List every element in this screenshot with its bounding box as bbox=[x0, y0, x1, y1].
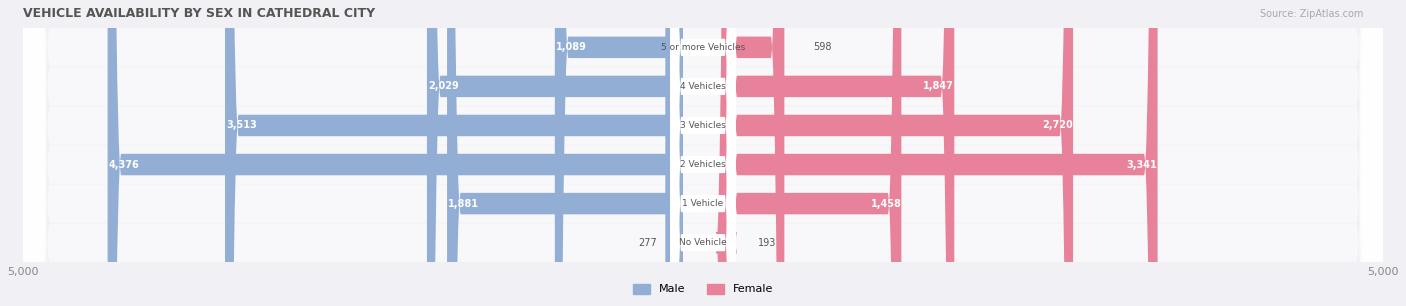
FancyBboxPatch shape bbox=[22, 0, 1384, 306]
Text: VEHICLE AVAILABILITY BY SEX IN CATHEDRAL CITY: VEHICLE AVAILABILITY BY SEX IN CATHEDRAL… bbox=[22, 7, 375, 20]
FancyBboxPatch shape bbox=[724, 0, 1073, 306]
FancyBboxPatch shape bbox=[724, 0, 1157, 306]
Text: 4 Vehicles: 4 Vehicles bbox=[681, 82, 725, 91]
Text: 598: 598 bbox=[813, 42, 831, 52]
Text: 1,458: 1,458 bbox=[870, 199, 901, 209]
FancyBboxPatch shape bbox=[665, 0, 682, 306]
FancyBboxPatch shape bbox=[225, 0, 682, 306]
Text: 3,513: 3,513 bbox=[226, 121, 257, 130]
FancyBboxPatch shape bbox=[108, 0, 682, 306]
Text: 193: 193 bbox=[758, 238, 776, 248]
FancyBboxPatch shape bbox=[724, 0, 785, 306]
FancyBboxPatch shape bbox=[22, 0, 1384, 306]
FancyBboxPatch shape bbox=[671, 0, 735, 306]
Text: No Vehicle: No Vehicle bbox=[679, 238, 727, 247]
FancyBboxPatch shape bbox=[447, 0, 682, 306]
Legend: Male, Female: Male, Female bbox=[628, 279, 778, 299]
Text: 277: 277 bbox=[638, 238, 657, 248]
Text: 2 Vehicles: 2 Vehicles bbox=[681, 160, 725, 169]
Text: Source: ZipAtlas.com: Source: ZipAtlas.com bbox=[1260, 9, 1364, 19]
FancyBboxPatch shape bbox=[427, 0, 682, 306]
FancyBboxPatch shape bbox=[724, 0, 955, 306]
Text: 3,341: 3,341 bbox=[1126, 159, 1157, 170]
FancyBboxPatch shape bbox=[671, 0, 735, 306]
Text: 4,376: 4,376 bbox=[108, 159, 139, 170]
FancyBboxPatch shape bbox=[22, 0, 1384, 306]
Text: 2,720: 2,720 bbox=[1042, 121, 1073, 130]
Text: 3 Vehicles: 3 Vehicles bbox=[681, 121, 725, 130]
FancyBboxPatch shape bbox=[555, 0, 682, 306]
FancyBboxPatch shape bbox=[671, 0, 735, 306]
Text: 1 Vehicle: 1 Vehicle bbox=[682, 199, 724, 208]
FancyBboxPatch shape bbox=[671, 0, 735, 306]
FancyBboxPatch shape bbox=[22, 0, 1384, 306]
FancyBboxPatch shape bbox=[724, 0, 901, 306]
FancyBboxPatch shape bbox=[671, 0, 735, 306]
Text: 1,089: 1,089 bbox=[557, 42, 588, 52]
Text: 5 or more Vehicles: 5 or more Vehicles bbox=[661, 43, 745, 52]
Text: 1,847: 1,847 bbox=[924, 81, 955, 91]
FancyBboxPatch shape bbox=[22, 0, 1384, 306]
Text: 1,881: 1,881 bbox=[449, 199, 479, 209]
FancyBboxPatch shape bbox=[22, 0, 1384, 306]
FancyBboxPatch shape bbox=[716, 0, 737, 306]
FancyBboxPatch shape bbox=[671, 0, 735, 306]
Text: 2,029: 2,029 bbox=[429, 81, 458, 91]
